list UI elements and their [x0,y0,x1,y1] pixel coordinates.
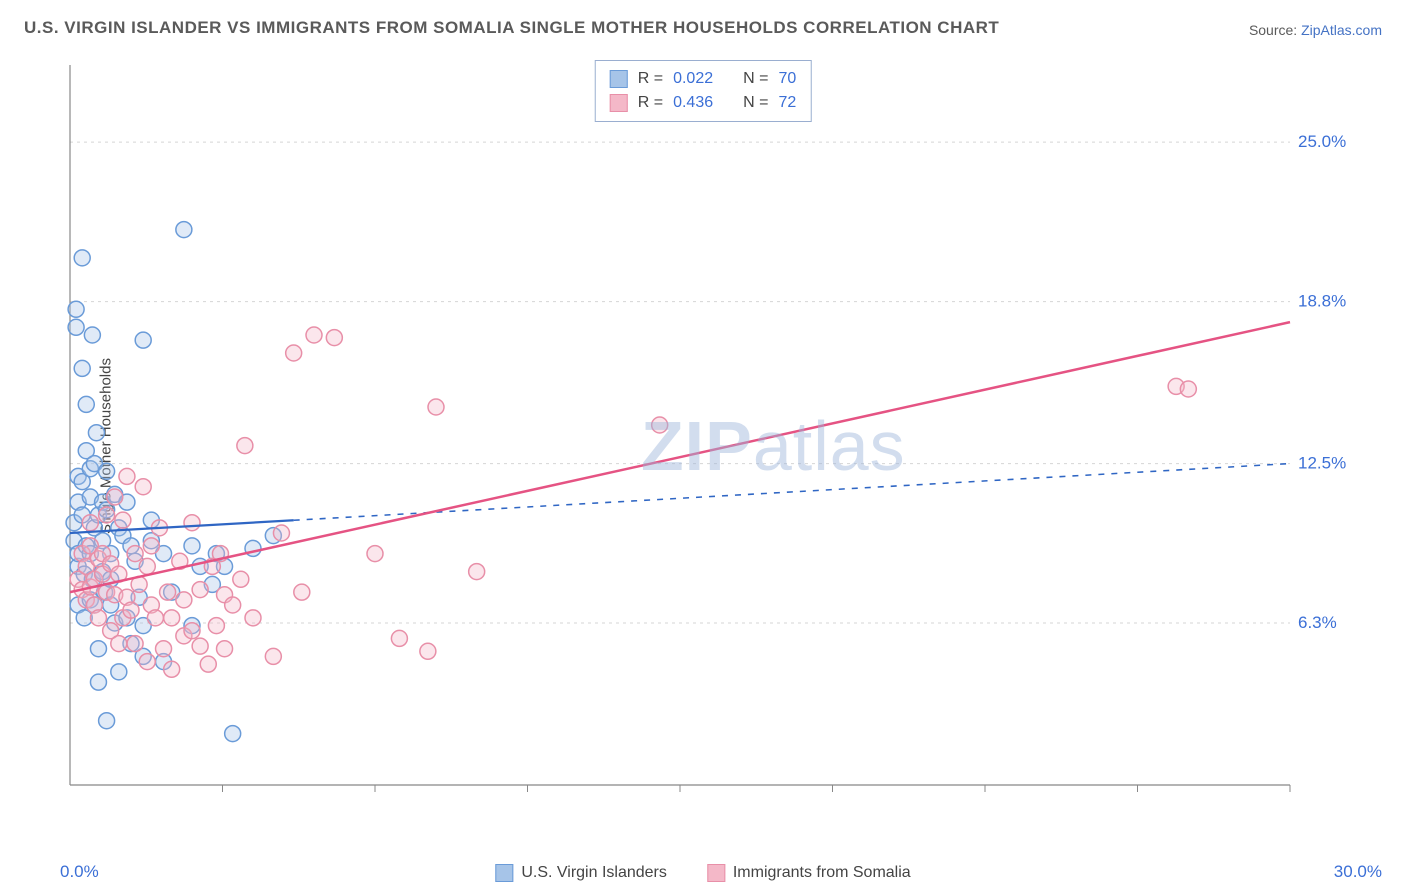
legend-stats: R = 0.022 N = 70 R = 0.436 N = 72 [595,60,812,122]
source-attribution: Source: ZipAtlas.com [1249,22,1382,38]
legend-series: U.S. Virgin Islanders Immigrants from So… [495,864,910,882]
x-max-label: 30.0% [1334,862,1382,882]
legend-swatch-1 [610,94,628,112]
svg-text:18.8%: 18.8% [1298,292,1346,311]
legend-stats-row-1: R = 0.436 N = 72 [610,91,797,115]
r-value-0: 0.022 [673,67,713,91]
legend-item-1: Immigrants from Somalia [707,864,911,882]
legend-label-0: U.S. Virgin Islanders [521,864,667,882]
r-label: R = [638,91,663,115]
n-value-0: 70 [778,67,796,91]
scatter-chart: 6.3% 12.5% 18.8% 25.0% [60,55,1360,825]
n-label: N = [743,67,768,91]
n-label: N = [743,91,768,115]
r-value-1: 0.436 [673,91,713,115]
r-label: R = [638,67,663,91]
source-link[interactable]: ZipAtlas.com [1301,22,1382,38]
legend-swatch-0 [610,70,628,88]
x-origin-label: 0.0% [60,862,99,882]
source-label: Source: [1249,22,1297,38]
chart-title: U.S. VIRGIN ISLANDER VS IMMIGRANTS FROM … [24,18,999,38]
legend-label-1: Immigrants from Somalia [733,864,911,882]
svg-text:12.5%: 12.5% [1298,454,1346,473]
legend-item-0: U.S. Virgin Islanders [495,864,667,882]
legend-swatch-b0 [495,864,513,882]
svg-text:25.0%: 25.0% [1298,132,1346,151]
svg-text:6.3%: 6.3% [1298,613,1337,632]
legend-swatch-b1 [707,864,725,882]
plot-area: 6.3% 12.5% 18.8% 25.0% [60,55,1360,825]
legend-stats-row-0: R = 0.022 N = 70 [610,67,797,91]
n-value-1: 72 [778,91,796,115]
